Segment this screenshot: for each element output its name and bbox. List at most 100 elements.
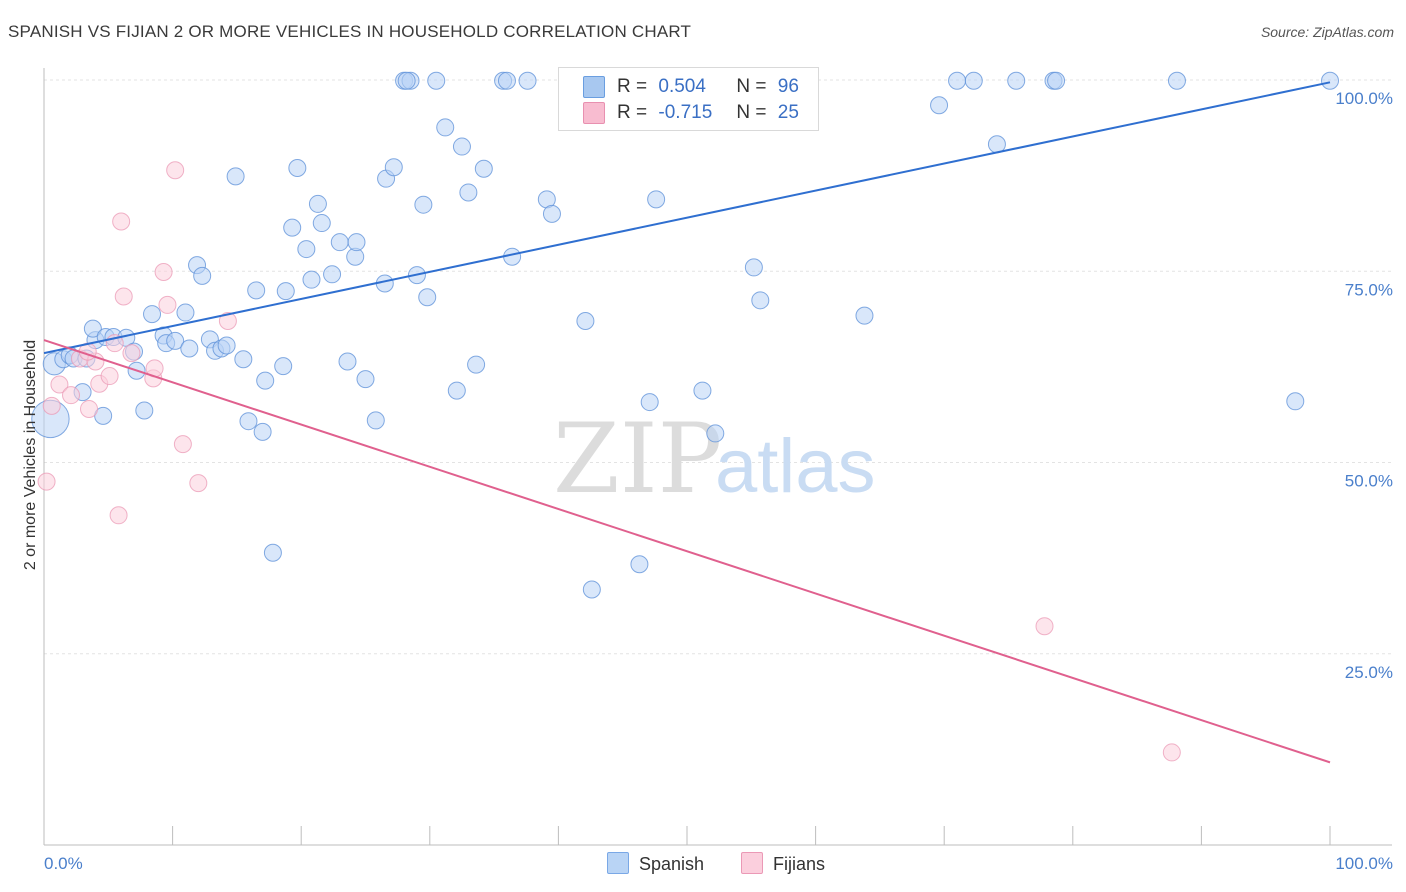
point-spanish bbox=[323, 265, 342, 284]
point-spanish bbox=[253, 422, 272, 441]
point-spanish bbox=[135, 401, 154, 420]
point-spanish bbox=[312, 214, 331, 233]
point-spanish bbox=[436, 118, 455, 137]
watermark-atlas: atlas bbox=[715, 424, 876, 509]
point-spanish bbox=[297, 240, 316, 259]
point-spanish bbox=[640, 393, 659, 412]
point-spanish bbox=[338, 352, 357, 371]
y-tick-label: 75.0% bbox=[1345, 280, 1393, 299]
point-spanish bbox=[302, 270, 321, 289]
chart-source: Source: ZipAtlas.com bbox=[1260, 24, 1394, 40]
point-spanish bbox=[647, 190, 666, 209]
point-spanish bbox=[414, 195, 433, 214]
legend-label-fijians: Fijians bbox=[773, 854, 826, 874]
point-fijians bbox=[112, 212, 131, 231]
point-spanish bbox=[751, 291, 770, 310]
point-spanish bbox=[263, 543, 282, 562]
point-spanish bbox=[576, 311, 595, 330]
legend-swatch-fijians bbox=[741, 852, 763, 874]
x-tick-label: 100.0% bbox=[1335, 854, 1393, 873]
point-fijians bbox=[62, 386, 81, 405]
point-spanish bbox=[83, 319, 102, 338]
y-axis-label: 2 or more Vehicles in Household bbox=[22, 340, 39, 570]
legend-row-spanish: R = 0.504 N = 96 bbox=[583, 76, 799, 100]
legend-n-value: 96 bbox=[777, 76, 799, 98]
y-tick-label: 100.0% bbox=[1335, 89, 1393, 108]
legend-r-label: R = bbox=[617, 76, 648, 98]
legend-r-value: 0.504 bbox=[658, 76, 706, 98]
point-spanish bbox=[418, 288, 437, 307]
point-spanish bbox=[384, 158, 403, 177]
series-legend: Spanish Fijians bbox=[0, 852, 1406, 876]
point-spanish bbox=[366, 411, 385, 430]
legend-swatch-fijians bbox=[583, 102, 605, 124]
point-spanish bbox=[283, 218, 302, 237]
legend-r-value: -0.715 bbox=[658, 102, 713, 124]
y-tick-label: 25.0% bbox=[1345, 663, 1393, 682]
point-fijians bbox=[189, 474, 208, 493]
point-fijians bbox=[1035, 617, 1054, 636]
x-tick-label: 0.0% bbox=[44, 854, 83, 873]
legend-row-fijians: R = -0.715 N = 25 bbox=[583, 102, 799, 126]
point-spanish bbox=[276, 282, 295, 301]
point-fijians bbox=[218, 311, 237, 330]
point-spanish bbox=[347, 233, 366, 252]
legend-item-fijians[interactable]: Fijians bbox=[741, 852, 825, 875]
point-spanish bbox=[427, 71, 446, 90]
point-spanish bbox=[356, 370, 375, 389]
point-spanish bbox=[176, 303, 195, 322]
legend-n-label: N = bbox=[736, 102, 767, 124]
point-fijians bbox=[1162, 743, 1181, 762]
stats-legend: R = 0.504 N = 96 R = -0.715 N = 25 bbox=[558, 67, 819, 131]
point-spanish bbox=[288, 158, 307, 177]
point-spanish bbox=[274, 357, 293, 376]
watermark: ZIP atlas bbox=[553, 403, 876, 515]
point-spanish bbox=[706, 424, 725, 443]
point-spanish bbox=[582, 580, 601, 599]
point-fijians bbox=[122, 344, 141, 363]
point-spanish bbox=[1167, 71, 1186, 90]
point-spanish bbox=[234, 350, 253, 369]
point-fijians bbox=[109, 506, 128, 525]
point-spanish bbox=[447, 381, 466, 400]
point-spanish bbox=[217, 336, 236, 355]
point-spanish bbox=[930, 96, 949, 115]
point-spanish bbox=[497, 71, 516, 90]
point-spanish bbox=[855, 306, 874, 325]
legend-label-spanish: Spanish bbox=[639, 854, 705, 874]
point-spanish bbox=[143, 305, 162, 324]
point-spanish bbox=[542, 204, 561, 223]
point-spanish bbox=[1321, 71, 1339, 90]
point-spanish bbox=[166, 331, 185, 350]
point-fijians bbox=[37, 472, 56, 491]
point-spanish bbox=[467, 355, 486, 374]
point-spanish bbox=[239, 412, 258, 431]
point-spanish bbox=[397, 71, 416, 90]
point-spanish bbox=[744, 258, 763, 277]
legend-n-label: N = bbox=[736, 76, 767, 98]
point-spanish bbox=[1286, 392, 1305, 411]
trend-line-fijians bbox=[43, 339, 1331, 764]
data-points bbox=[31, 71, 1339, 762]
y-tick-label: 50.0% bbox=[1345, 472, 1393, 491]
point-spanish bbox=[226, 167, 245, 186]
point-spanish bbox=[180, 339, 199, 358]
point-fijians bbox=[42, 396, 61, 415]
trend-line-spanish bbox=[43, 81, 1331, 355]
point-spanish bbox=[330, 233, 349, 252]
point-spanish bbox=[459, 183, 478, 202]
point-spanish bbox=[474, 159, 493, 178]
chart-title: SPANISH VS FIJIAN 2 OR MORE VEHICLES IN … bbox=[8, 22, 692, 41]
point-spanish bbox=[1007, 71, 1026, 90]
watermark-zip: ZIP bbox=[553, 403, 722, 515]
point-fijians bbox=[50, 375, 69, 394]
point-fijians bbox=[100, 367, 119, 386]
point-spanish bbox=[247, 281, 266, 300]
legend-item-spanish[interactable]: Spanish bbox=[607, 852, 704, 875]
point-fijians bbox=[154, 263, 173, 282]
axes bbox=[43, 68, 1392, 846]
point-spanish bbox=[1047, 71, 1066, 90]
trend-lines bbox=[43, 81, 1331, 764]
point-fijians bbox=[80, 399, 99, 418]
point-fijians bbox=[173, 435, 192, 454]
